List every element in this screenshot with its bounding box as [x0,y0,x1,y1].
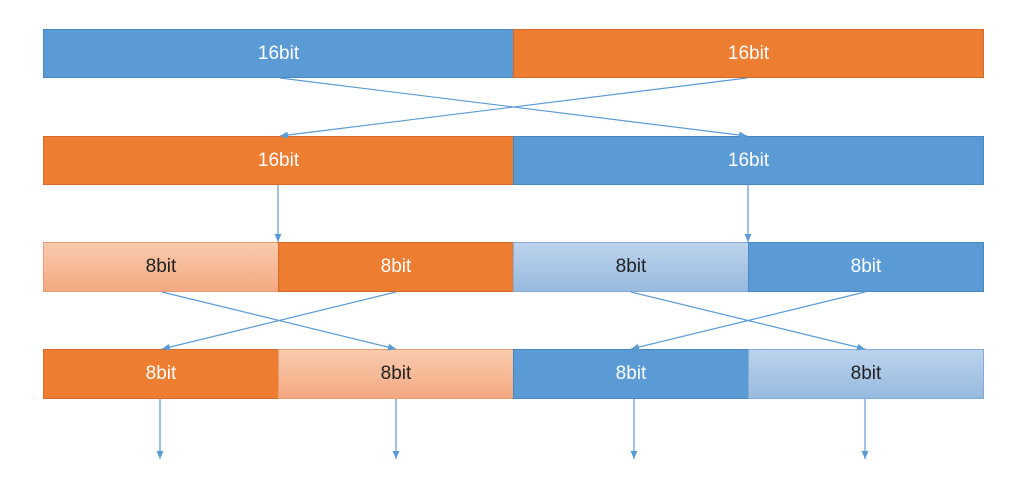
row4-block-4-8bit: 8bit [748,349,984,399]
row2-block-left-16bit: 16bit [43,136,514,185]
row1-block-left-16bit: 16bit [43,29,514,78]
arrow-row3-b2-to-row4-b1 [161,291,397,351]
row2-block-right-16bit: 16bit [513,136,984,185]
row4-block-2-8bit: 8bit [278,349,514,399]
row3-block-3-8bit: 8bit [513,242,749,292]
row1-block-right-16bit: 16bit [513,29,984,78]
arrow-row1-right-to-row2-left [279,77,748,139]
row3-block-2-8bit: 8bit [278,242,514,292]
arrow-row3-b4-to-row4-b3 [630,291,866,351]
row4-block-1-8bit: 8bit [43,349,279,399]
row3-block-4-8bit: 8bit [748,242,984,292]
row3-block-1-8bit: 8bit [43,242,279,292]
